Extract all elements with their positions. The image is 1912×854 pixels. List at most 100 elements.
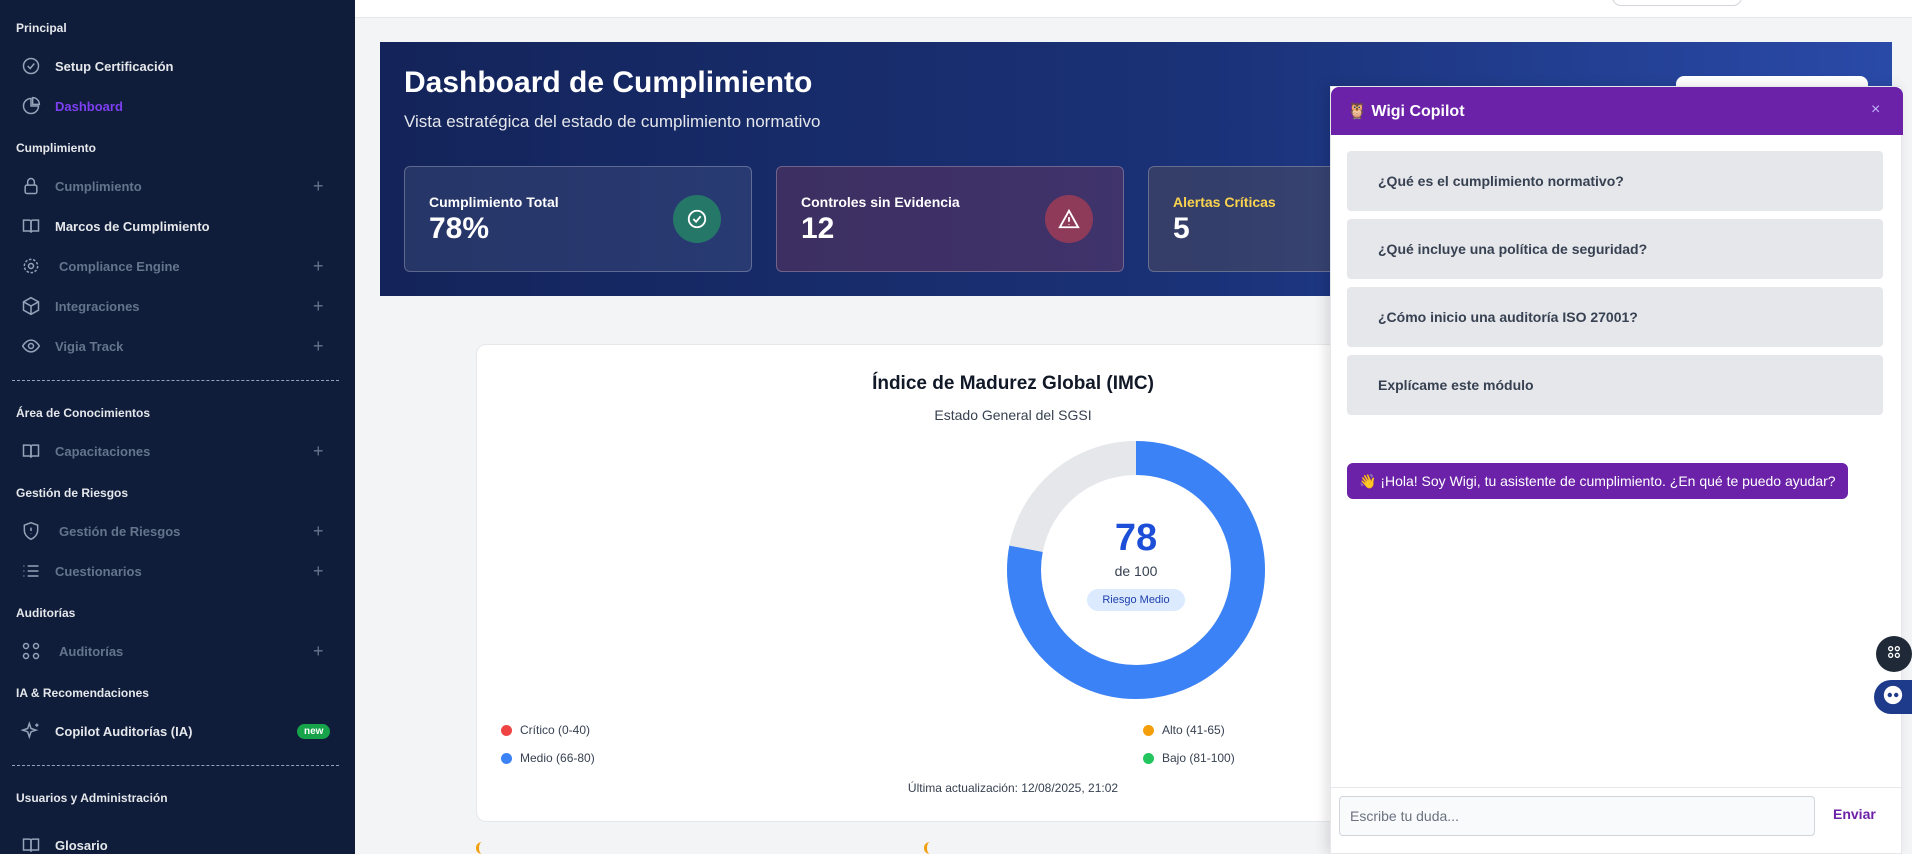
- sidebar-item-marcos[interactable]: Marcos de Cumplimiento: [0, 210, 355, 242]
- kpi-card-controles[interactable]: Controles sin Evidencia 12: [776, 166, 1124, 272]
- section-cumplimiento: Cumplimiento: [16, 141, 96, 155]
- kpi-card-cumplimiento[interactable]: Cumplimiento Total 78%: [404, 166, 752, 272]
- expand-icon[interactable]: +: [313, 256, 324, 276]
- eye-icon: [20, 335, 42, 357]
- sidebar-item-vigia[interactable]: Vigia Track +: [0, 330, 355, 362]
- kpi-value: 12: [801, 212, 835, 245]
- imc-title: Índice de Madurez Global (IMC): [872, 373, 1154, 394]
- user-menu-button[interactable]: [1612, 0, 1742, 6]
- card-edge-decoration: [476, 842, 488, 854]
- top-bar: [355, 0, 1912, 18]
- grid-icon: [20, 640, 42, 662]
- command-icon: [1886, 644, 1902, 665]
- sidebar-item-cumplimiento[interactable]: Cumplimiento +: [0, 170, 355, 202]
- apps-button[interactable]: [1876, 636, 1912, 672]
- sidebar-item-capacitaciones[interactable]: Capacitaciones +: [0, 435, 355, 467]
- imc-value: 78: [1114, 517, 1158, 559]
- legend-dot: [501, 724, 512, 736]
- legend-label: Bajo (81-100): [1162, 751, 1235, 765]
- imc-subtitle: Estado General del SGSI: [934, 407, 1092, 423]
- legend-medio: Medio (66-80): [501, 751, 595, 765]
- last-updated: Última actualización: 12/08/2025, 21:02: [907, 781, 1119, 795]
- sidebar-item-label: Auditorías: [59, 643, 124, 659]
- book-icon: [20, 215, 42, 237]
- copilot-header: 🦉 Wigi Copilot ×: [1331, 87, 1903, 135]
- expand-icon[interactable]: +: [313, 641, 324, 661]
- warning-icon: [1045, 195, 1093, 243]
- sidebar-item-glosario[interactable]: Glosario: [0, 829, 355, 854]
- lock-icon: [20, 175, 42, 197]
- imc-card: Índice de Madurez Global (IMC) Estado Ge…: [476, 344, 1476, 822]
- check-circle-icon: [673, 195, 721, 243]
- check-circle-icon: [20, 55, 42, 77]
- sidebar-item-integraciones[interactable]: Integraciones +: [0, 290, 355, 322]
- legend-dot: [501, 752, 512, 764]
- bot-icon: [1882, 684, 1904, 711]
- copilot-footer: Enviar: [1331, 787, 1903, 854]
- sidebar-item-label: Capacitaciones: [55, 443, 151, 459]
- legend-bajo: Bajo (81-100): [1143, 751, 1235, 765]
- risk-badge: Riesgo Medio: [1087, 589, 1185, 611]
- legend-label: Crítico (0-40): [520, 723, 591, 737]
- question-input[interactable]: [1339, 796, 1815, 836]
- suggestion-button[interactable]: ¿Cómo inicio una auditoría ISO 27001?: [1347, 287, 1883, 347]
- sidebar-item-setup[interactable]: Setup Certificación: [0, 50, 355, 82]
- close-icon[interactable]: ×: [1871, 101, 1881, 118]
- suggestion-button[interactable]: ¿Qué incluye una política de seguridad?: [1347, 219, 1883, 279]
- sidebar-item-copilot[interactable]: Copilot Auditorías (IA) new: [0, 715, 355, 747]
- section-ia: IA & Recomendaciones: [16, 686, 149, 700]
- kpi-label: Alertas Críticas: [1173, 194, 1276, 210]
- cube-icon: [20, 295, 42, 317]
- sidebar-item-label: Compliance Engine: [59, 258, 180, 274]
- sidebar-item-label: Dashboard: [55, 98, 123, 114]
- legend-alto: Alto (41-65): [1143, 723, 1225, 737]
- expand-icon[interactable]: +: [313, 176, 324, 196]
- suggestion-button[interactable]: ¿Qué es el cumplimiento normativo?: [1347, 151, 1883, 211]
- sidebar-item-label: Cumplimiento: [55, 178, 142, 194]
- expand-icon[interactable]: +: [313, 336, 324, 356]
- section-conocimientos: Área de Conocimientos: [16, 406, 151, 420]
- kpi-value: 5: [1173, 212, 1190, 245]
- sidebar-item-riesgos[interactable]: Gestión de Riesgos +: [0, 515, 355, 547]
- kpi-label: Controles sin Evidencia: [801, 194, 960, 210]
- book-icon: [20, 440, 42, 462]
- kpi-label: Cumplimiento Total: [429, 194, 559, 210]
- sidebar-item-cuestionarios[interactable]: Cuestionarios +: [0, 555, 355, 587]
- sidebar-item-label: Gestión de Riesgos: [59, 523, 181, 539]
- expand-icon[interactable]: +: [313, 296, 324, 316]
- legend-dot: [1143, 752, 1154, 764]
- section-usuarios: Usuarios y Administración: [16, 791, 168, 805]
- chatbot-launcher-button[interactable]: [1874, 680, 1912, 714]
- page-subtitle: Vista estratégica del estado de cumplimi…: [404, 112, 821, 131]
- copilot-title: 🦉 Wigi Copilot: [1347, 103, 1465, 120]
- legend-dot: [1143, 724, 1154, 736]
- sidebar-item-dashboard[interactable]: Dashboard: [0, 90, 355, 122]
- sidebar-item-label: Vigia Track: [55, 338, 124, 354]
- sidebar-item-auditorias[interactable]: Auditorías +: [0, 635, 355, 667]
- suggestion-button[interactable]: Explícame este módulo: [1347, 355, 1883, 415]
- new-badge: new: [297, 723, 331, 739]
- sidebar-item-label: Glosario: [55, 837, 108, 853]
- sidebar-item-label: Marcos de Cumplimiento: [55, 218, 210, 234]
- sidebar-item-label: Cuestionarios: [55, 563, 142, 579]
- legend-critico: Crítico (0-40): [501, 723, 590, 737]
- expand-icon[interactable]: +: [313, 521, 324, 541]
- expand-icon[interactable]: +: [313, 561, 324, 581]
- sparkles-icon: [20, 720, 42, 742]
- legend-label: Medio (66-80): [520, 751, 595, 765]
- send-button[interactable]: Enviar: [1833, 806, 1876, 822]
- section-principal: Principal: [16, 21, 67, 35]
- sidebar-item-engine[interactable]: Compliance Engine +: [0, 250, 355, 282]
- pie-chart-icon: [20, 95, 42, 117]
- imc-donut-chart: [1007, 441, 1265, 699]
- section-riesgos: Gestión de Riesgos: [16, 486, 129, 500]
- assistant-message: 👋 ¡Hola! Soy Wigi, tu asistente de cumpl…: [1347, 463, 1848, 499]
- copilot-panel: 🦉 Wigi Copilot × ¿Qué es el cumplimiento…: [1330, 86, 1903, 854]
- sidebar-divider: [12, 765, 339, 766]
- shield-icon: [20, 520, 42, 542]
- expand-icon[interactable]: +: [313, 441, 324, 461]
- legend-label: Alto (41-65): [1162, 723, 1225, 737]
- sidebar-item-label: Setup Certificación: [55, 58, 174, 74]
- sidebar-divider: [12, 380, 339, 381]
- imc-scale: de 100: [1114, 563, 1158, 579]
